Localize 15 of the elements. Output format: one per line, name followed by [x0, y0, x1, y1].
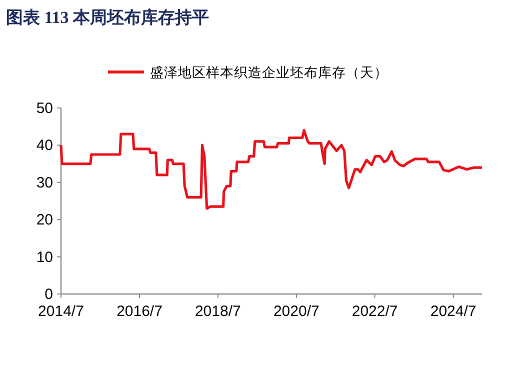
chart-title: 图表 113 本周坯布库存持平 [6, 8, 210, 27]
x-tick-label: 2018/7 [194, 303, 241, 320]
line-series [60, 129, 484, 210]
x-tick-label: 2020/7 [273, 303, 320, 320]
x-tick-label: 2014/7 [38, 303, 84, 320]
x-tick-label: 2022/7 [352, 303, 398, 320]
y-tick-label: 0 [44, 286, 53, 303]
y-tick-label: 10 [36, 248, 53, 266]
y-tick-label: 50 [36, 100, 53, 117]
x-tick-label: 2016/7 [116, 303, 162, 320]
y-tick-label: 40 [36, 137, 53, 154]
legend-label: 盛泽地区样本织造企业坯布库存（天） [150, 65, 388, 80]
x-tick-label: 2024/7 [430, 303, 476, 320]
y-tick-label: 30 [36, 174, 53, 192]
y-tick-label: 20 [36, 212, 53, 229]
